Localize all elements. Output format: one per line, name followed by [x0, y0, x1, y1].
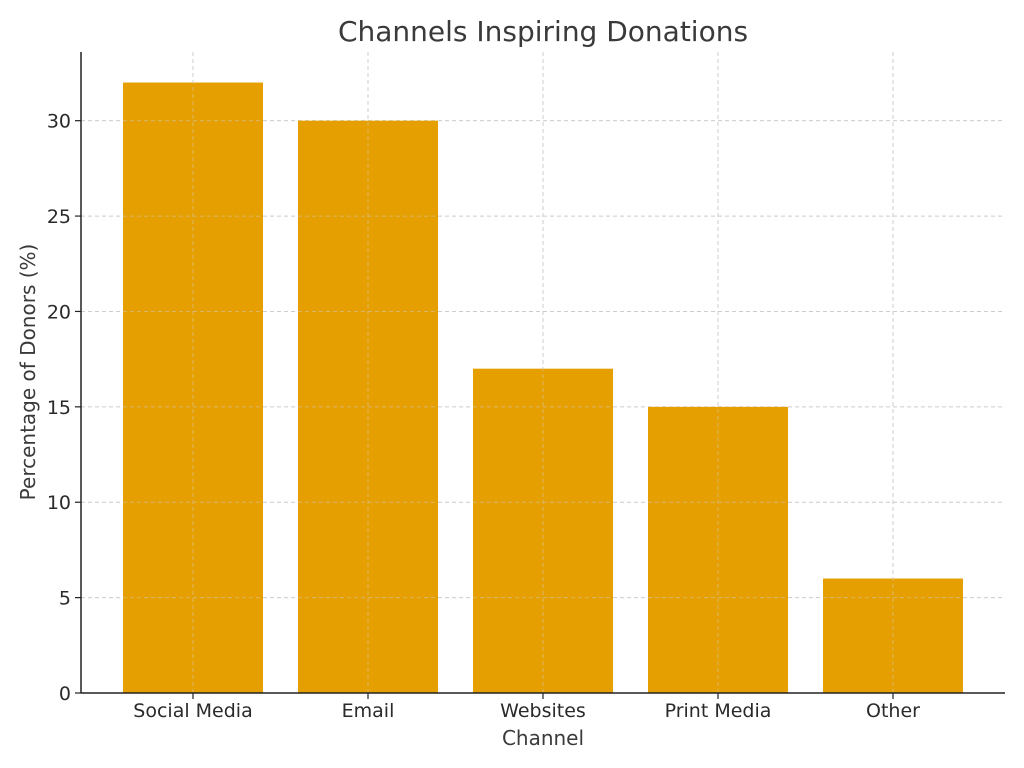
y-tick-label: 5	[59, 588, 71, 610]
y-tick-label: 30	[47, 111, 71, 133]
x-axis-label: Channel	[502, 726, 584, 750]
bars-layer	[123, 52, 963, 694]
y-tick-label: 15	[47, 397, 71, 419]
ticks-layer: 0 5 10 15 20 25 30 Social Media Email Websites Pri…	[47, 111, 920, 722]
y-axis-label: Percentage of Donors (%)	[16, 244, 40, 501]
y-tick-label: 0	[59, 683, 71, 705]
chart-title: Channels Inspiring Donations	[338, 15, 748, 48]
y-tick-label: 25	[47, 206, 71, 228]
x-tick-label: Websites	[500, 700, 586, 722]
y-tick-label: 20	[47, 301, 71, 323]
x-tick-label: Print Media	[665, 700, 772, 722]
x-tick-label: Email	[342, 700, 395, 722]
x-tick-label: Social Media	[133, 700, 252, 722]
x-tick-label: Other	[866, 700, 920, 722]
y-tick-label: 10	[47, 492, 71, 514]
